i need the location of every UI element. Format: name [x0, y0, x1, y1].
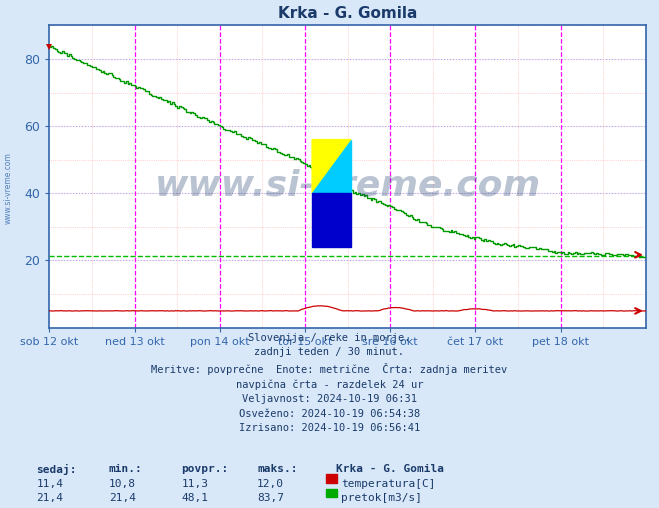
- Text: povpr.:: povpr.:: [181, 464, 229, 474]
- Text: 21,4: 21,4: [109, 493, 136, 503]
- Title: Krka - G. Gomila: Krka - G. Gomila: [278, 7, 417, 21]
- Text: min.:: min.:: [109, 464, 142, 474]
- Text: www.si-vreme.com: www.si-vreme.com: [3, 152, 13, 224]
- Text: 10,8: 10,8: [109, 479, 136, 489]
- Text: Slovenija / reke in morje.
zadnji teden / 30 minut.
Meritve: povprečne  Enote: m: Slovenija / reke in morje. zadnji teden …: [152, 333, 507, 433]
- Text: 12,0: 12,0: [257, 479, 284, 489]
- Text: temperatura[C]: temperatura[C]: [341, 479, 436, 489]
- Text: 11,4: 11,4: [36, 479, 63, 489]
- Text: sedaj:: sedaj:: [36, 464, 76, 475]
- Text: www.si-vreme.com: www.si-vreme.com: [155, 169, 540, 203]
- Text: 48,1: 48,1: [181, 493, 208, 503]
- Text: Krka - G. Gomila: Krka - G. Gomila: [336, 464, 444, 474]
- Bar: [312, 194, 351, 247]
- Text: maks.:: maks.:: [257, 464, 297, 474]
- Polygon shape: [312, 140, 351, 194]
- Text: 11,3: 11,3: [181, 479, 208, 489]
- Text: pretok[m3/s]: pretok[m3/s]: [341, 493, 422, 503]
- Text: 21,4: 21,4: [36, 493, 63, 503]
- Polygon shape: [312, 140, 351, 194]
- Text: 83,7: 83,7: [257, 493, 284, 503]
